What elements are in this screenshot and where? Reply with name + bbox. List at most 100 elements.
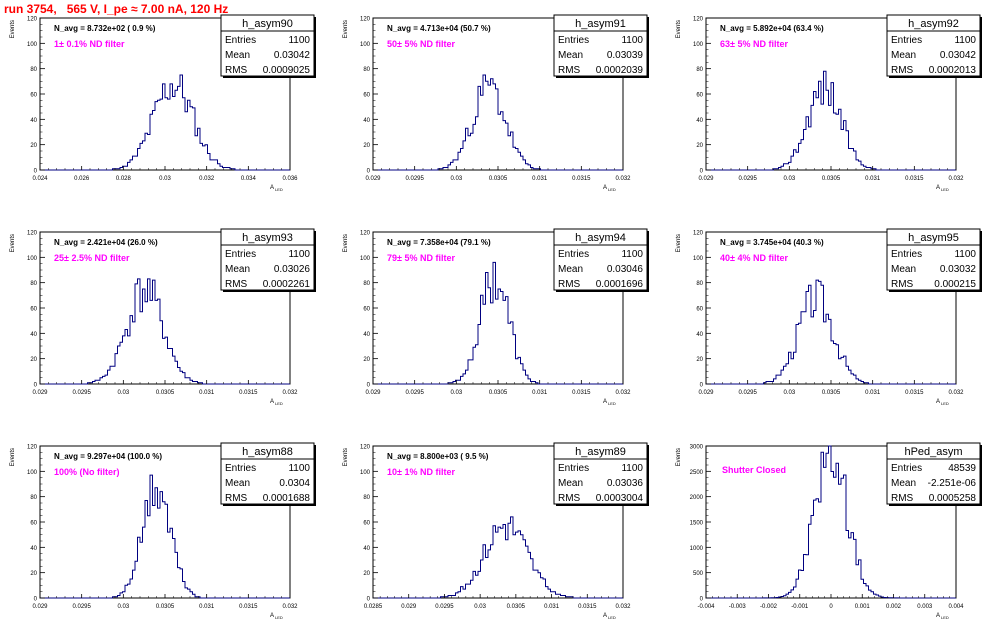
stat-label-entries: Entries	[225, 463, 256, 474]
histogram-bins	[40, 74, 290, 171]
y-tick-label: 100	[27, 42, 38, 48]
y-tick-label: 60	[696, 307, 703, 313]
histogram-name: h_asym94	[575, 232, 626, 244]
x-tick-label: 0.0295	[405, 390, 424, 396]
y-tick-label: 60	[363, 307, 370, 313]
x-tick-label: 0.002	[886, 604, 902, 610]
x-tick-label: 0.036	[282, 176, 298, 182]
x-tick-label: 0.0315	[905, 390, 924, 396]
y-tick-label: 60	[30, 307, 37, 313]
y-tick-label: 80	[363, 67, 370, 73]
y-tick-label: 120	[360, 17, 371, 23]
y-tick-label: 120	[693, 231, 704, 237]
stat-label-rms: RMS	[558, 279, 581, 290]
histogram-name: hPed_asym	[904, 446, 962, 458]
y-tick-label: 0	[34, 597, 38, 603]
x-tick-label: 0.03	[450, 390, 462, 396]
x-tick-label: 0.032	[282, 390, 298, 396]
stat-label-entries: Entries	[891, 35, 922, 46]
x-tick-label: 0.03	[159, 176, 171, 182]
y-tick-label: 120	[360, 445, 371, 451]
x-axis-label: A	[936, 399, 940, 405]
y-tick-label: 80	[30, 67, 37, 73]
stat-value-entries: 1100	[954, 249, 976, 260]
x-axis-label: A	[936, 613, 940, 619]
y-tick-label: 0	[34, 169, 38, 175]
stat-label-mean: Mean	[558, 264, 583, 275]
x-tick-label: 0.031	[199, 604, 215, 610]
x-tick-label: 0.031	[865, 390, 881, 396]
stat-value-mean: 0.03042	[274, 50, 311, 61]
y-tick-label: 3000	[690, 445, 704, 451]
n-avg-annotation: N_avg = 7.358e+04 (79.1 %)	[387, 238, 491, 247]
y-axis-label: Events	[343, 448, 349, 466]
histogram-name: h_asym88	[242, 446, 293, 458]
y-tick-label: 20	[30, 357, 37, 363]
stats-box-frame	[553, 14, 648, 77]
stat-label-entries: Entries	[558, 463, 589, 474]
y-tick-label: 80	[696, 281, 703, 287]
x-tick-label: 0.031	[865, 176, 881, 182]
histogram-bins	[40, 278, 290, 385]
y-tick-label: 20	[363, 143, 370, 149]
x-axis-label: A	[270, 185, 274, 191]
stats-box-frame	[886, 442, 981, 505]
x-tick-label: 0.03	[783, 176, 795, 182]
x-tick-label: 0.029	[698, 390, 714, 396]
y-tick-label: 80	[30, 495, 37, 501]
stat-label-rms: RMS	[891, 65, 914, 76]
y-tick-label: 100	[360, 256, 371, 262]
x-tick-label: 0.032	[615, 176, 631, 182]
run-title: run 3754, 565 V, I_pe ≈ 7.00 nA, 120 Hz	[4, 2, 229, 16]
y-tick-label: 100	[27, 470, 38, 476]
x-tick-label: 0.029	[365, 390, 381, 396]
histogram-panel-hPed_asym: -0.004 -0.003 -0.002 -0.001 0 0.001 0.002 0.003…	[676, 442, 982, 620]
stats-box: h_asym94 Entries 1100 Mean 0.03046 RMS 0.00016…	[553, 228, 649, 292]
y-axis-label: Events	[343, 20, 349, 38]
filter-label: 25± 2.5% ND filter	[54, 253, 130, 263]
histogram-panel-h_asym95: 0.029 0.0295 0.03 0.0305 0.031 0.0315 0.032 0 20…	[676, 228, 982, 406]
histogram-name: h_asym89	[575, 446, 626, 458]
y-axis-label: Events	[10, 448, 16, 466]
x-tick-label: 0.032	[282, 604, 298, 610]
histogram-panel-h_asym89: 0.0285 0.029 0.0295 0.03 0.0305 0.031 0.0315 0.…	[343, 442, 649, 620]
x-tick-label: 0.0295	[738, 176, 757, 182]
x-tick-label: 0.0315	[239, 604, 258, 610]
n-avg-annotation: N_avg = 8.732e+02 ( 0.9 %)	[54, 24, 156, 33]
stat-value-entries: 1100	[954, 35, 976, 46]
y-tick-label: 0	[700, 169, 704, 175]
x-tick-label: 0.03	[474, 604, 486, 610]
x-tick-label: 0.029	[365, 176, 381, 182]
x-axis-label: A	[603, 399, 607, 405]
stats-box: h_asym91 Entries 1100 Mean 0.03039 RMS 0.00020…	[553, 14, 649, 78]
y-tick-label: 40	[30, 332, 37, 338]
y-tick-label: 80	[363, 281, 370, 287]
y-tick-label: 60	[696, 93, 703, 99]
x-tick-label: 0.0295	[738, 390, 757, 396]
x-tick-label: -0.001	[791, 604, 809, 610]
stat-label-rms: RMS	[558, 65, 581, 76]
y-tick-label: 80	[363, 495, 370, 501]
y-tick-label: 40	[696, 332, 703, 338]
x-axis-label: A	[603, 613, 607, 619]
histogram-bins	[706, 70, 956, 171]
x-axis-label: A	[270, 613, 274, 619]
x-tick-label: 0.0305	[507, 604, 526, 610]
stat-label-mean: Mean	[225, 478, 250, 489]
stats-box-frame	[220, 442, 315, 505]
x-tick-label: 0.031	[199, 390, 215, 396]
y-tick-label: 120	[27, 17, 38, 23]
stats-box-frame	[886, 228, 981, 291]
y-tick-label: 120	[360, 231, 371, 237]
histogram-name: h_asym92	[908, 18, 959, 30]
histogram-panel-h_asym88: 0.029 0.0295 0.03 0.0305 0.031 0.0315 0.032 0 20…	[10, 442, 316, 620]
stat-value-mean: 0.03046	[607, 264, 644, 275]
x-tick-label: 0.032	[948, 390, 964, 396]
stat-value-mean: -2.251e-06	[928, 478, 977, 489]
stat-value-entries: 1100	[288, 463, 310, 474]
x-tick-label: 0.0315	[239, 390, 258, 396]
stats-box-frame	[220, 228, 315, 291]
y-tick-label: 100	[693, 42, 704, 48]
x-tick-label: 0.0295	[435, 604, 454, 610]
y-tick-label: 40	[363, 546, 370, 552]
